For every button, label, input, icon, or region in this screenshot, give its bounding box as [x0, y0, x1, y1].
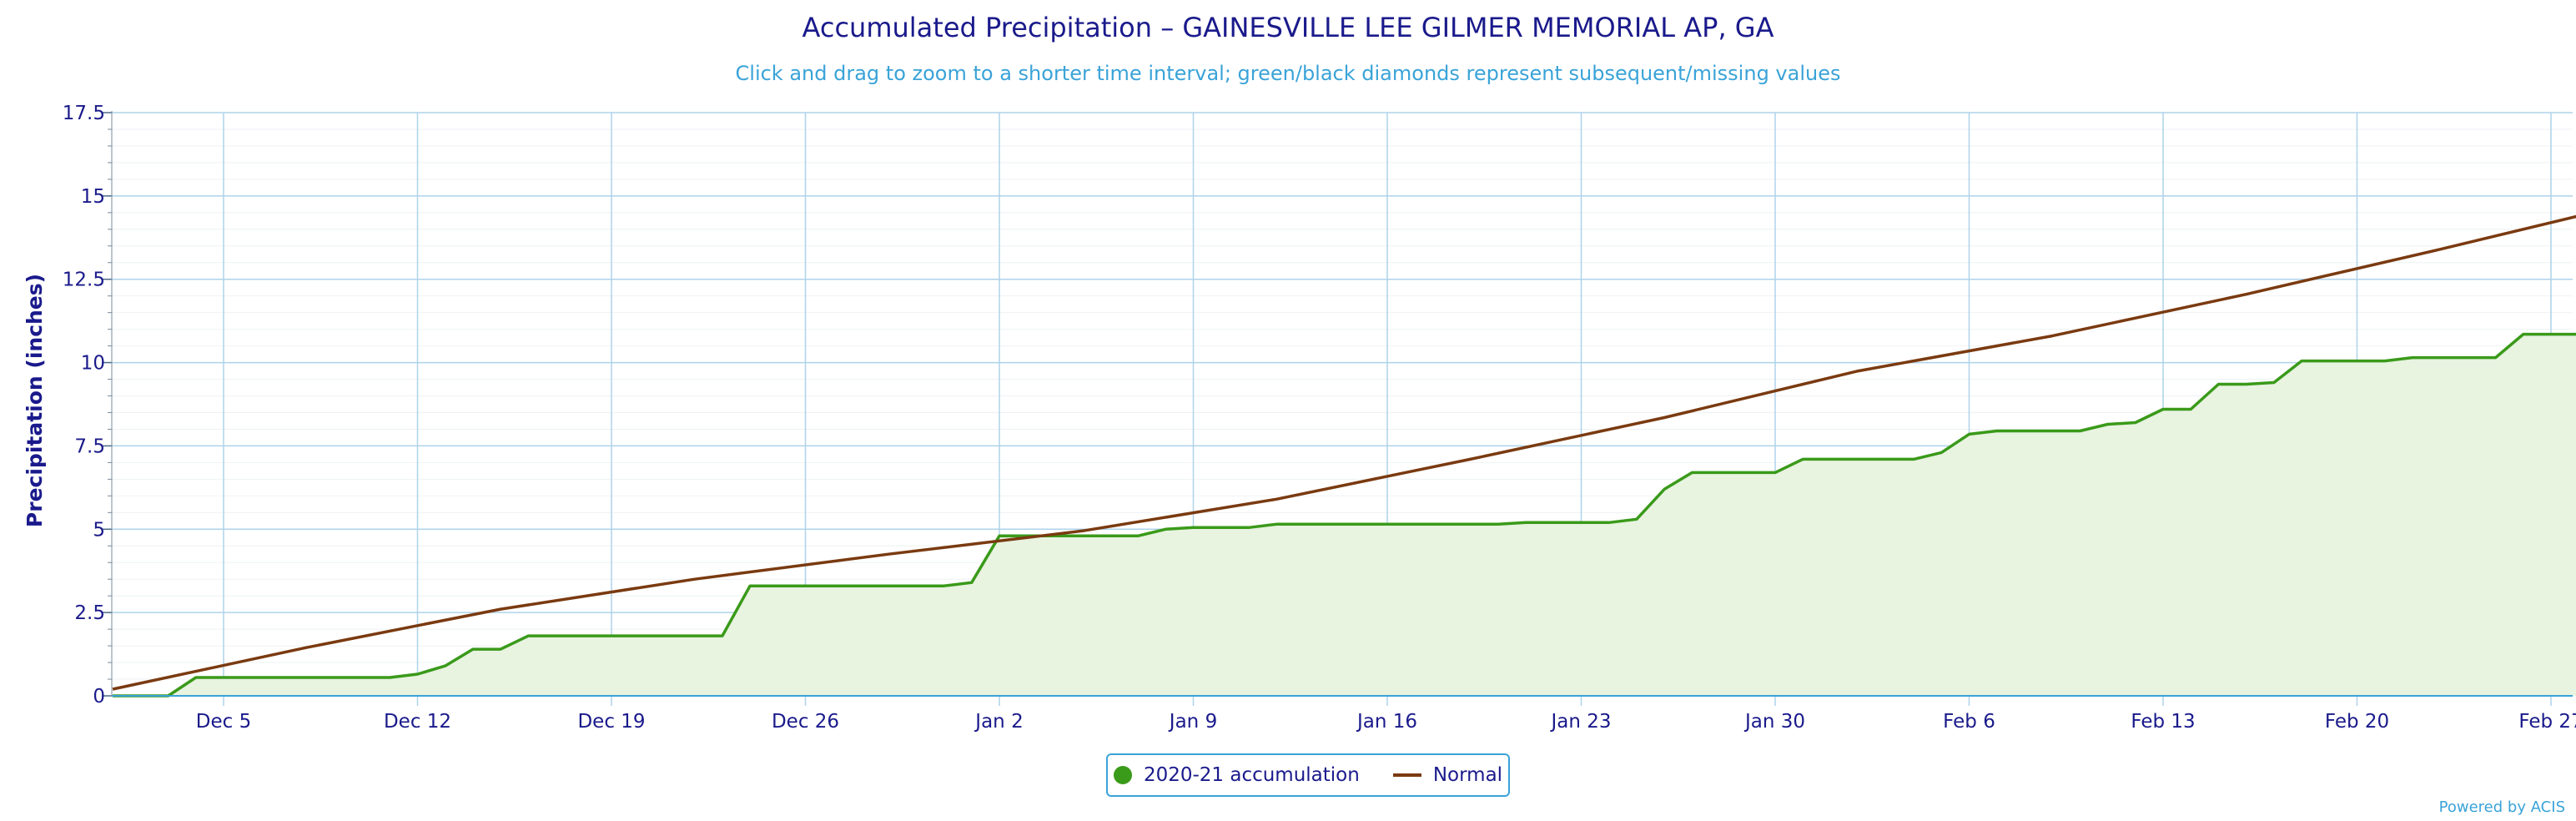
x-tick-label: Jan 2 — [974, 711, 1023, 733]
x-tick-label: Jan 30 — [1743, 711, 1805, 733]
y-tick-label: 17.5 — [63, 103, 105, 124]
y-tick-label: 15 — [81, 186, 105, 208]
legend-label-normal: Normal — [1432, 764, 1503, 786]
chart-subtitle: Click and drag to zoom to a shorter time… — [736, 62, 1841, 85]
series-line-0[interactable] — [113, 332, 2576, 698]
y-tick-label: 2.5 — [74, 602, 105, 624]
y-tick-label: 12.5 — [63, 269, 105, 291]
x-tick-label: Dec 19 — [577, 711, 645, 733]
legend-item-normal[interactable]: Normal — [1392, 764, 1503, 786]
y-axis-label: Precipitation (inches) — [23, 274, 47, 527]
x-tick-label: Jan 16 — [1356, 711, 1417, 733]
legend-marker-accumulation — [1113, 766, 1132, 784]
x-tick-label: Dec 26 — [772, 711, 839, 733]
y-tick-label: 0 — [93, 686, 105, 708]
x-tick-label: Dec 12 — [384, 711, 451, 733]
accumulation-area — [113, 334, 2576, 696]
series-line-1[interactable] — [112, 214, 2576, 691]
y-tick-label: 5 — [93, 519, 105, 541]
legend-label-accumulation: 2020-21 accumulation — [1143, 764, 1360, 786]
series-lines — [112, 214, 2576, 698]
x-tick-label: Dec 5 — [196, 711, 251, 733]
x-tick-label: Jan 9 — [1168, 711, 1217, 733]
legend-marker-normal — [1392, 773, 1421, 777]
x-tick-label: Feb 13 — [2131, 711, 2195, 733]
x-tick-label: Feb 20 — [2325, 711, 2389, 733]
x-tick-label: Feb 6 — [1943, 711, 1995, 733]
x-tick-label: Jan 23 — [1549, 711, 1611, 733]
credit-text[interactable]: Powered by ACIS — [2439, 798, 2565, 816]
chart-title: Accumulated Precipitation – GAINESVILLE … — [802, 12, 1774, 43]
legend: 2020-21 accumulation Normal — [1106, 753, 1510, 797]
y-tick-label: 7.5 — [74, 436, 105, 457]
legend-item-accumulation[interactable]: 2020-21 accumulation — [1113, 764, 1360, 786]
x-tick-label: Feb 27 — [2518, 711, 2576, 733]
series-area-0 — [113, 334, 2576, 696]
y-tick-label: 10 — [81, 353, 105, 375]
axes: 0 2.5 5 7.5 10 12.5 15 17.5 Dec 5 Dec 12 Dec 19 Dec… — [63, 103, 2576, 733]
